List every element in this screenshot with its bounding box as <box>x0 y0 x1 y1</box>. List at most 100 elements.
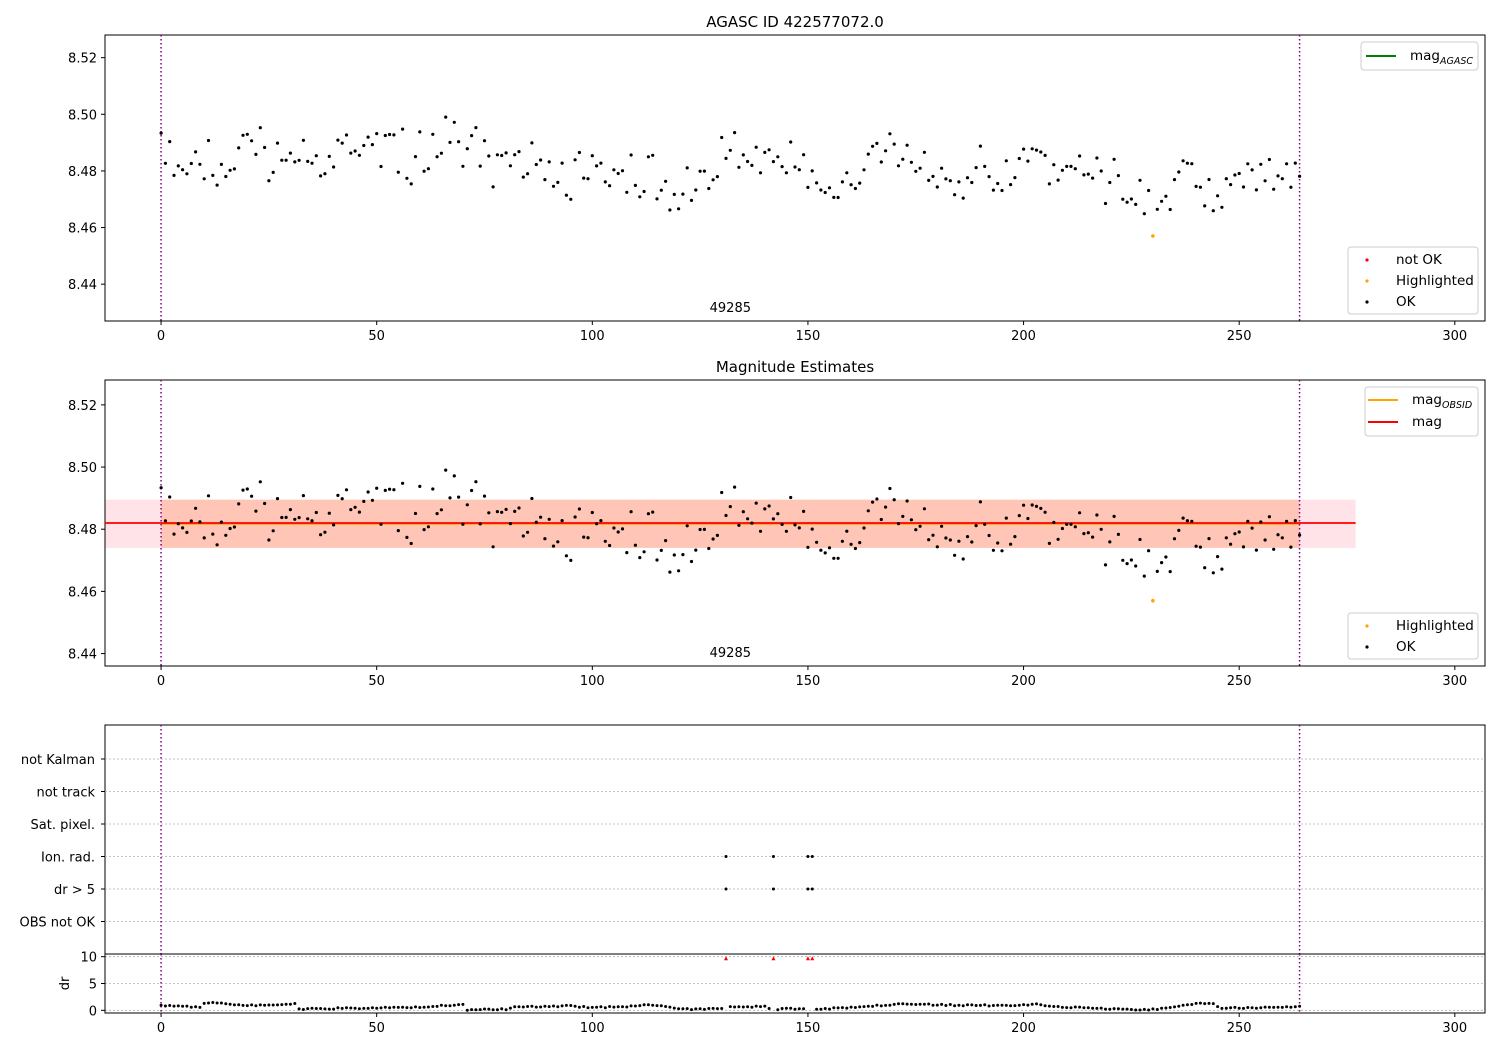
ok-point-144 <box>780 522 784 527</box>
ok-point-36 <box>314 154 318 158</box>
ok-point-71 <box>465 147 469 151</box>
dr-point-106 <box>616 1005 620 1009</box>
ok-point-256 <box>1267 515 1271 519</box>
ok-point-262 <box>1293 519 1297 523</box>
dr-point-167 <box>897 1002 900 1006</box>
ok-point-75 <box>482 139 487 143</box>
dr-point-235 <box>1190 1003 1194 1006</box>
ok-point-129 <box>715 533 720 538</box>
dr-point-141 <box>776 1008 780 1012</box>
dr-point-171 <box>914 1003 918 1006</box>
ok-point-121 <box>681 192 685 196</box>
dr-point-147 <box>802 1007 806 1011</box>
ok-point-74 <box>478 164 482 168</box>
ok-point-127 <box>707 186 711 191</box>
dr-point-138 <box>759 1005 762 1009</box>
ok-point-68 <box>452 120 456 124</box>
flag-point-3-1 <box>771 855 775 858</box>
ok-point-235 <box>1177 528 1181 533</box>
dr-point-90 <box>547 1005 551 1009</box>
ok-point-95 <box>569 197 573 201</box>
ok-point-29 <box>284 515 288 520</box>
ok-point-234 <box>1172 537 1177 541</box>
dr-point-211 <box>1086 1006 1090 1010</box>
ok-point-64 <box>435 155 439 159</box>
flag-label-2: Sat. pixel. <box>31 818 95 833</box>
ok-point-175 <box>914 169 918 173</box>
ok-point-79 <box>500 510 504 514</box>
ok-point-118 <box>668 208 672 212</box>
ok-point-165 <box>871 500 875 504</box>
ok-point-62 <box>426 167 430 171</box>
ok-point-83 <box>517 150 521 154</box>
ok-point-170 <box>892 142 896 146</box>
ok-point-200 <box>1022 503 1026 507</box>
x-tick-label-5: 250 <box>1227 329 1252 344</box>
dr-point-146 <box>797 1007 801 1011</box>
dr-point-34 <box>306 1007 310 1011</box>
ok-point-159 <box>845 529 849 533</box>
ok-point-119 <box>672 553 676 557</box>
ok-point-242 <box>1207 177 1211 182</box>
ok-point-192 <box>987 533 991 538</box>
ok-point-88 <box>539 515 543 519</box>
dr-point-119 <box>672 1006 676 1010</box>
ok-point-114 <box>651 153 655 157</box>
ok-point-82 <box>513 153 517 157</box>
ok-point-215 <box>1086 172 1090 176</box>
ok-point-143 <box>776 512 780 516</box>
ok-point-190 <box>978 500 983 504</box>
dr-point-3 <box>172 1004 176 1008</box>
dr-point-23 <box>258 1003 262 1007</box>
ok-point-46 <box>357 510 361 514</box>
ok-point-99 <box>586 177 590 181</box>
ok-point-5 <box>181 526 185 530</box>
ok-point-188 <box>970 180 974 185</box>
ok-point-68 <box>452 474 456 478</box>
ok-point-89 <box>543 537 547 541</box>
dr-point-49 <box>370 1006 374 1010</box>
ok-point-0 <box>159 131 163 135</box>
ok-point-61 <box>422 528 426 532</box>
ok-point-37 <box>319 174 323 178</box>
dr-point-250 <box>1254 1006 1258 1010</box>
ok-point-209 <box>1060 526 1064 531</box>
ok-point-257 <box>1272 547 1276 551</box>
dr-point-26 <box>271 1003 275 1007</box>
ok-point-22 <box>254 152 258 156</box>
flag-point-3-2 <box>806 855 810 858</box>
ok-point-245 <box>1220 205 1224 209</box>
dr-point-165 <box>888 1003 892 1007</box>
ok-point-145 <box>784 529 789 533</box>
y-tick-label-2: 8.48 <box>68 165 97 180</box>
dr-point-168 <box>901 1002 905 1006</box>
ok-point-17 <box>232 525 236 529</box>
dr-point-4 <box>176 1004 180 1008</box>
dr-point-85 <box>526 1005 530 1008</box>
ok-point-125 <box>698 527 702 532</box>
ok-point-63 <box>431 132 435 136</box>
ok-point-169 <box>888 486 892 491</box>
ok-point-164 <box>866 509 870 513</box>
ok-point-8 <box>194 150 198 154</box>
ok-point-18 <box>237 502 241 506</box>
dr-point-177 <box>940 1002 944 1006</box>
dr-point-212 <box>1091 1006 1095 1010</box>
ok-point-216 <box>1091 176 1095 180</box>
ok-point-16 <box>228 168 232 172</box>
ok-point-258 <box>1276 174 1280 178</box>
ok-point-67 <box>448 140 452 144</box>
ok-point-179 <box>931 533 935 537</box>
dr-point-114 <box>651 1003 655 1007</box>
ok-point-212 <box>1073 167 1077 171</box>
dr-point-248 <box>1246 1006 1250 1009</box>
ok-point-254 <box>1259 162 1263 166</box>
ok-point-239 <box>1194 184 1198 188</box>
dr-point-198 <box>1030 1002 1034 1006</box>
dr-point-30 <box>288 1002 292 1006</box>
ok-point-28 <box>280 515 284 520</box>
ok-point-86 <box>530 496 534 501</box>
ok-point-172 <box>901 514 905 519</box>
ok-point-203 <box>1034 504 1039 508</box>
ok-point-142 <box>771 160 776 164</box>
